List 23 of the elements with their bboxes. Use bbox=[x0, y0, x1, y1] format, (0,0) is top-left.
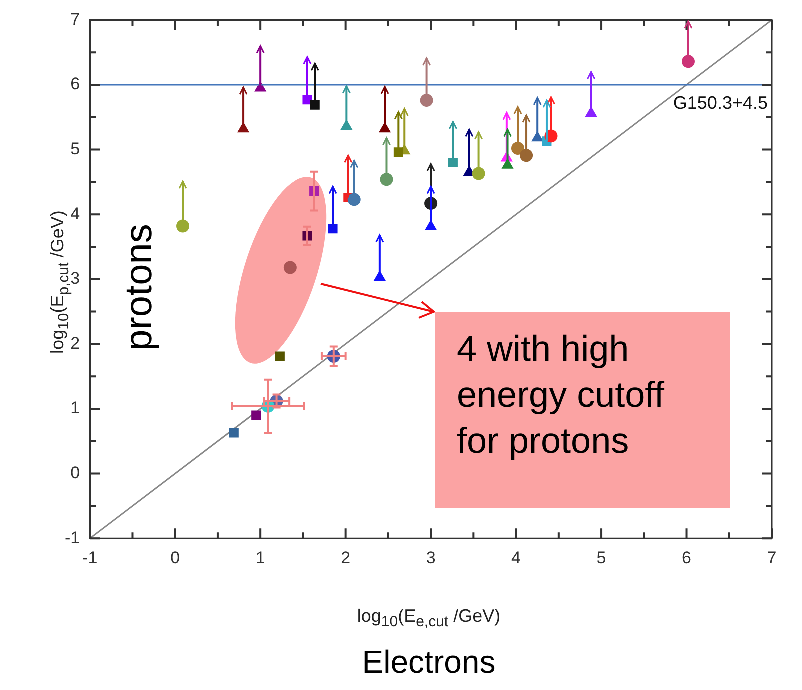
y-tick-label: -1 bbox=[64, 528, 80, 548]
y-tick-label: 5 bbox=[70, 139, 80, 158]
annotation: 4 with high energy cutoff for protons bbox=[435, 312, 730, 508]
annotation: protons bbox=[118, 223, 162, 353]
x-tick-label: 5 bbox=[596, 548, 606, 568]
y-tick-label: 6 bbox=[70, 74, 80, 94]
y-tick-label: 2 bbox=[70, 334, 80, 353]
x-tick-label: 2 bbox=[341, 548, 351, 568]
y-tick-label: 4 bbox=[70, 204, 80, 224]
x-tick-label: 3 bbox=[426, 548, 436, 568]
x-tick-label: 4 bbox=[512, 548, 522, 568]
x-tick-label: 0 bbox=[170, 548, 180, 568]
x-tick-label: 1 bbox=[256, 548, 266, 568]
x-tick-label: 7 bbox=[767, 548, 777, 568]
y-tick-label: 0 bbox=[70, 463, 80, 482]
x-axis-title: log$_{10}$(E$_{e,cut}$ /GeV) bbox=[356, 606, 502, 631]
text: Electrons bbox=[361, 644, 497, 681]
ref-line-label: G150.3+4.5 bbox=[673, 92, 768, 113]
y-tick-label: 7 bbox=[70, 10, 80, 29]
x-tick-label: 6 bbox=[682, 548, 692, 568]
x-tick-label: -1 bbox=[82, 548, 98, 568]
y-tick-label: 3 bbox=[70, 269, 80, 288]
y-tick-label: 1 bbox=[70, 398, 80, 418]
